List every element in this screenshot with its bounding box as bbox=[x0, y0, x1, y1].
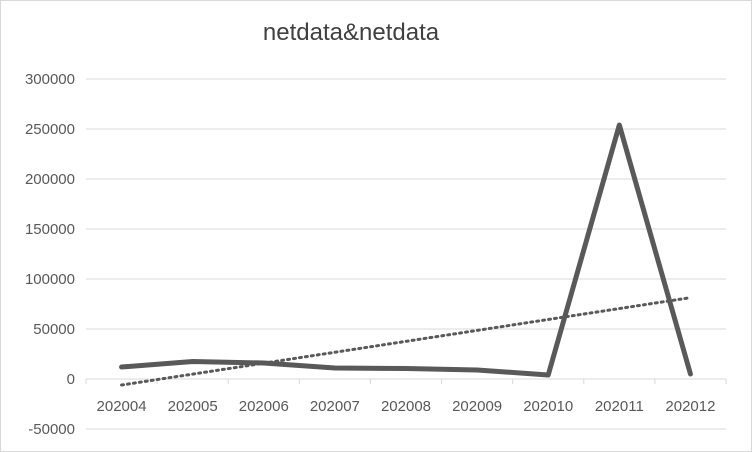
y-tick-label: 0 bbox=[67, 371, 75, 388]
y-tick-label: 200000 bbox=[25, 171, 75, 188]
y-tick-label: 150000 bbox=[25, 221, 75, 238]
series-line bbox=[119, 122, 693, 378]
y-tick-label: 100000 bbox=[25, 271, 75, 288]
y-tick-label: 300000 bbox=[25, 71, 75, 88]
y-tick-label: 250000 bbox=[25, 121, 75, 138]
x-tick-label: 202008 bbox=[381, 398, 431, 415]
x-tick-label: 202006 bbox=[239, 398, 289, 415]
x-tick-label: 202011 bbox=[595, 398, 644, 415]
x-tick-label: 202005 bbox=[168, 398, 218, 415]
x-tick-label: 202007 bbox=[310, 398, 360, 415]
chart-title: netdata&netdata bbox=[262, 19, 440, 46]
x-tick-label: 202004 bbox=[97, 398, 147, 415]
trendline bbox=[120, 296, 692, 387]
x-tick-label: 202012 bbox=[665, 398, 715, 415]
y-tick-label: -50000 bbox=[28, 421, 75, 438]
x-tick-label: 202009 bbox=[452, 398, 502, 415]
x-tick-label: 202010 bbox=[523, 398, 573, 415]
y-tick-label: 50000 bbox=[33, 321, 75, 338]
